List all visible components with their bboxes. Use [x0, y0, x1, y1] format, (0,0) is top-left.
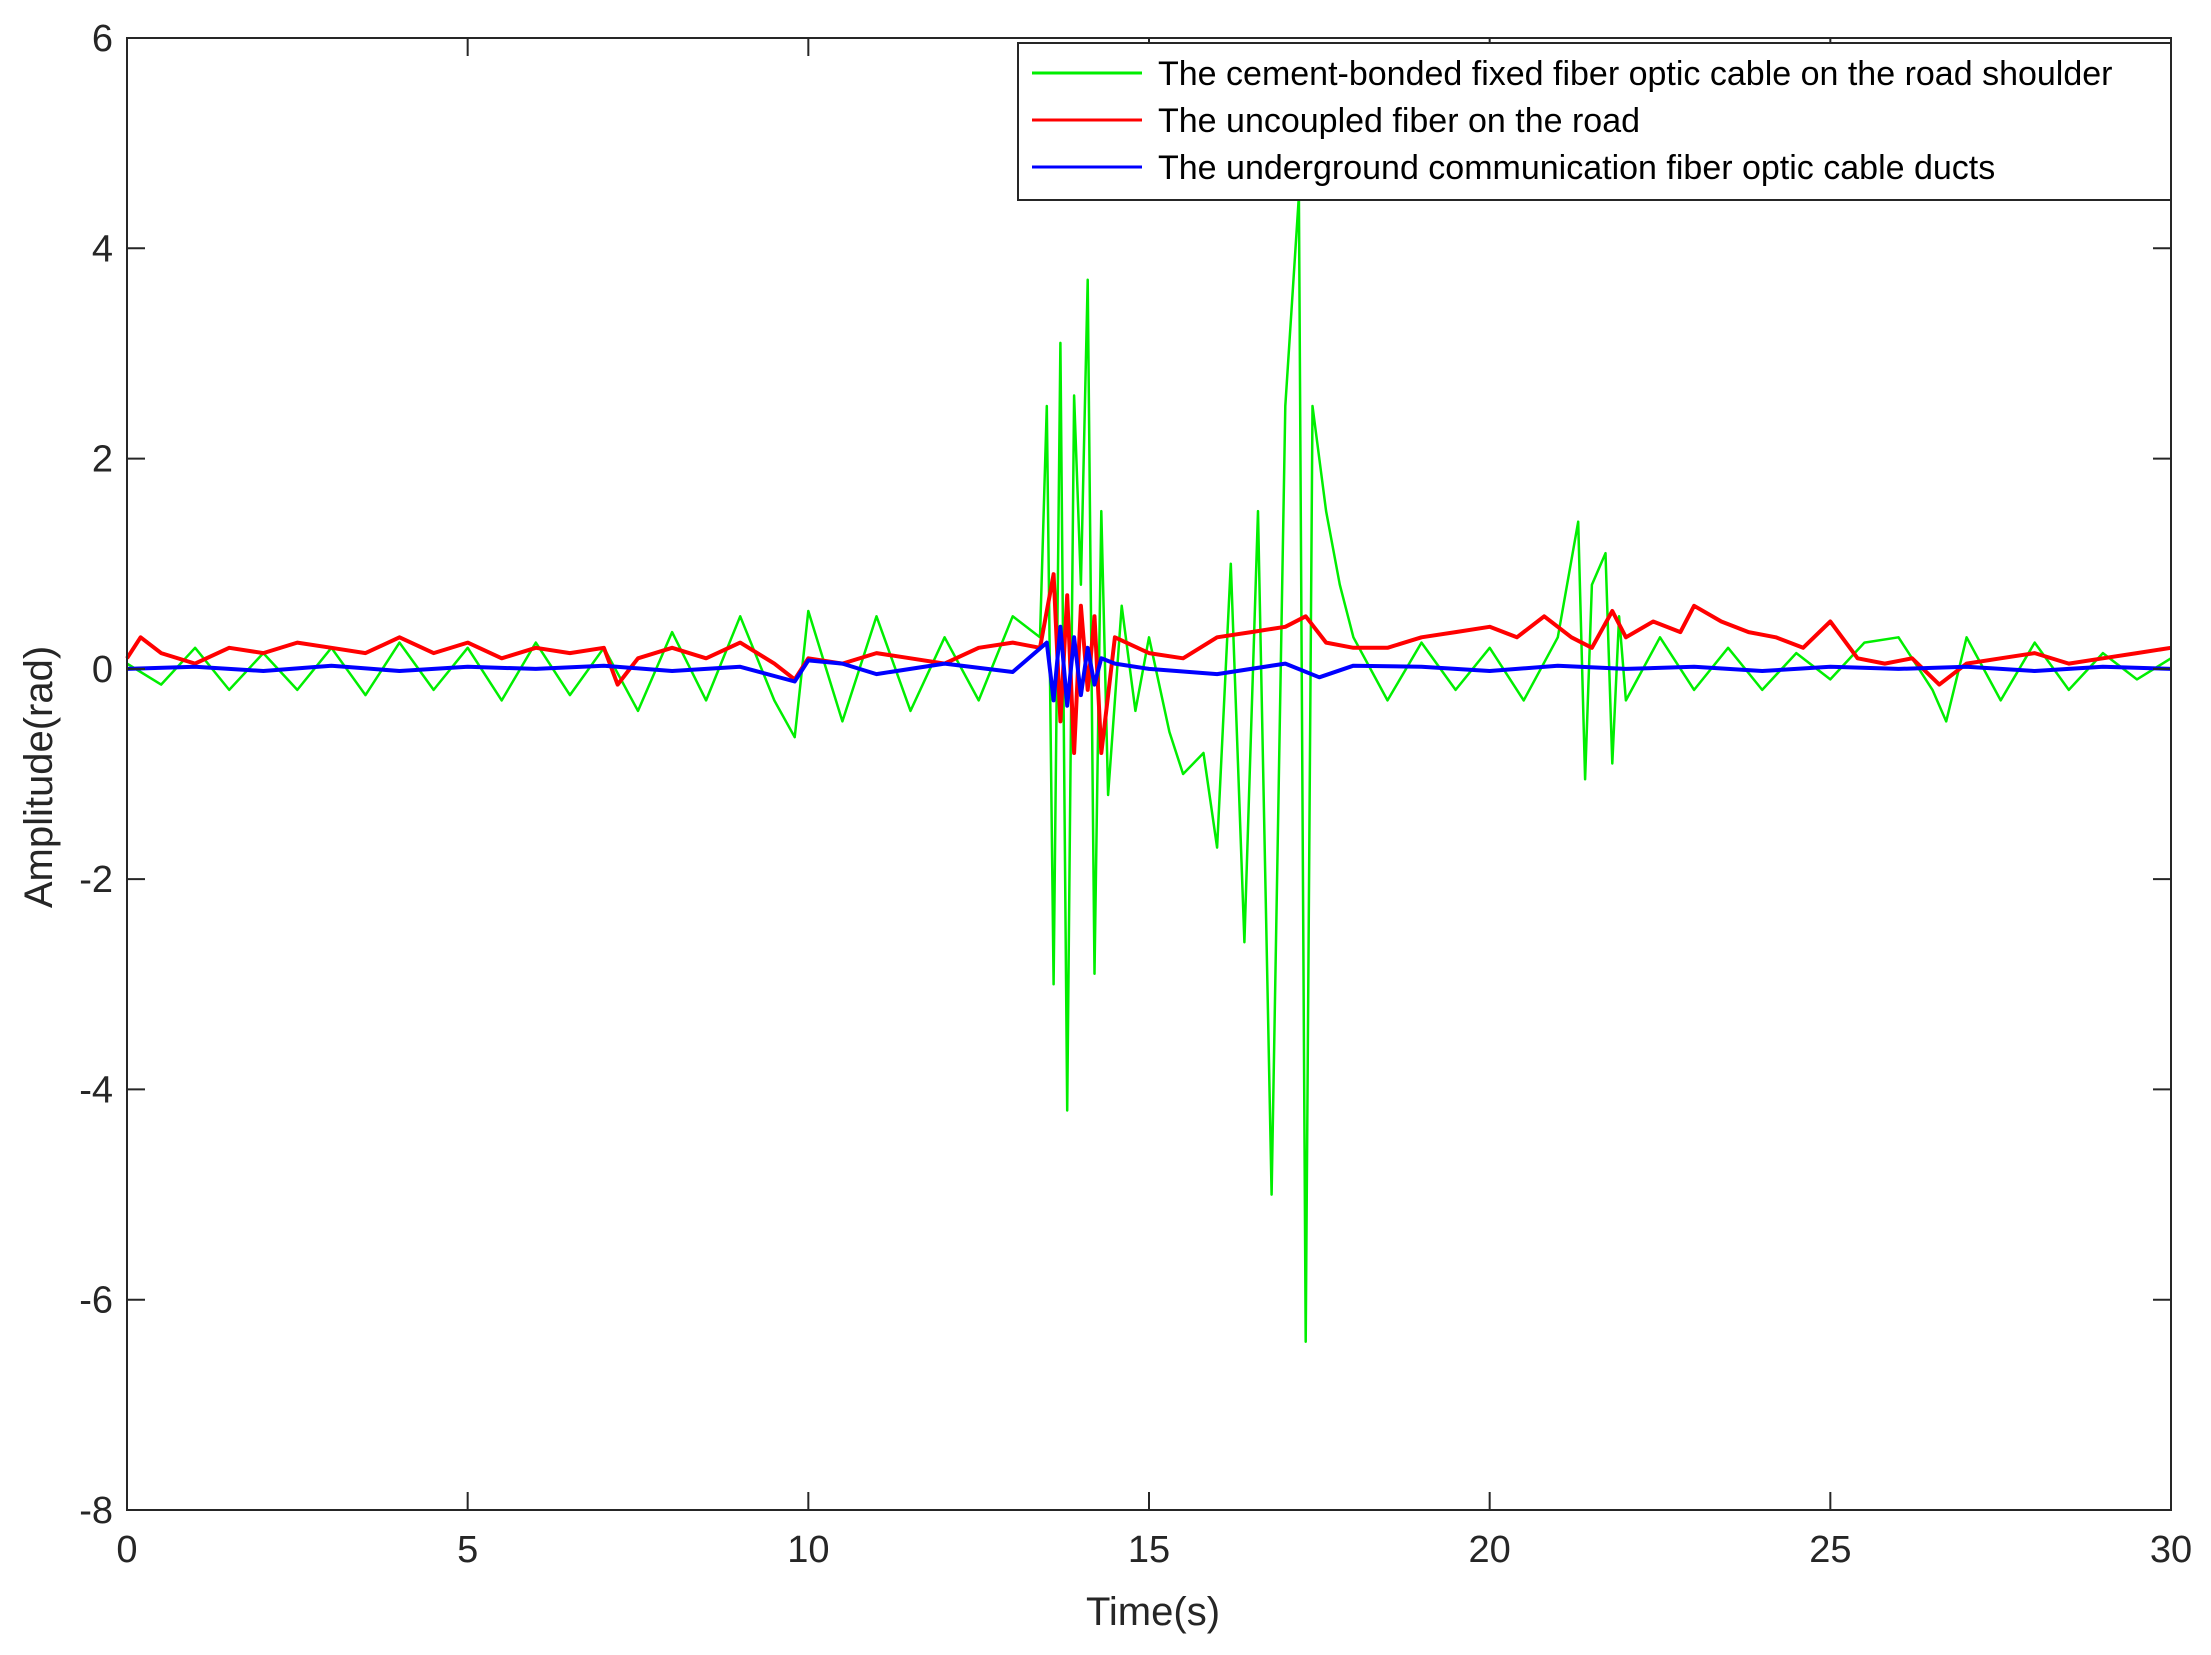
y-tick-label: 4: [92, 228, 113, 270]
x-tick-label: 20: [1469, 1529, 1511, 1571]
x-tick-label: 10: [787, 1529, 829, 1571]
y-tick-label: 6: [92, 18, 113, 60]
x-tick-label: 0: [116, 1529, 137, 1571]
y-tick-label: 2: [92, 439, 113, 481]
y-tick-label: -8: [79, 1490, 113, 1532]
y-tick-label: 0: [92, 649, 113, 691]
series-line-3: [126, 624, 2172, 708]
x-tick-label: 15: [1128, 1529, 1170, 1571]
legend-entry-label: The uncoupled fiber on the road: [1158, 102, 1640, 140]
y-tick-label: -4: [79, 1069, 113, 1111]
y-tick-label: -6: [79, 1280, 113, 1322]
y-axis-title: Amplitude(rad): [17, 646, 61, 908]
x-tick-label: 25: [1809, 1529, 1851, 1571]
legend-box: [1017, 42, 2172, 201]
x-tick-label: 30: [2150, 1529, 2192, 1571]
legend: The cement-bonded fixed fiber optic cabl…: [1017, 42, 2172, 201]
series-line-2: [125, 572, 2172, 755]
y-tick-label: -2: [79, 859, 113, 901]
x-axis-title: Time(s): [1086, 1590, 1220, 1634]
x-tick-label: 5: [457, 1529, 478, 1571]
legend-entry-label: The underground communication fiber opti…: [1158, 149, 1995, 187]
legend-entry-label: The cement-bonded fixed fiber optic cabl…: [1158, 55, 2113, 93]
